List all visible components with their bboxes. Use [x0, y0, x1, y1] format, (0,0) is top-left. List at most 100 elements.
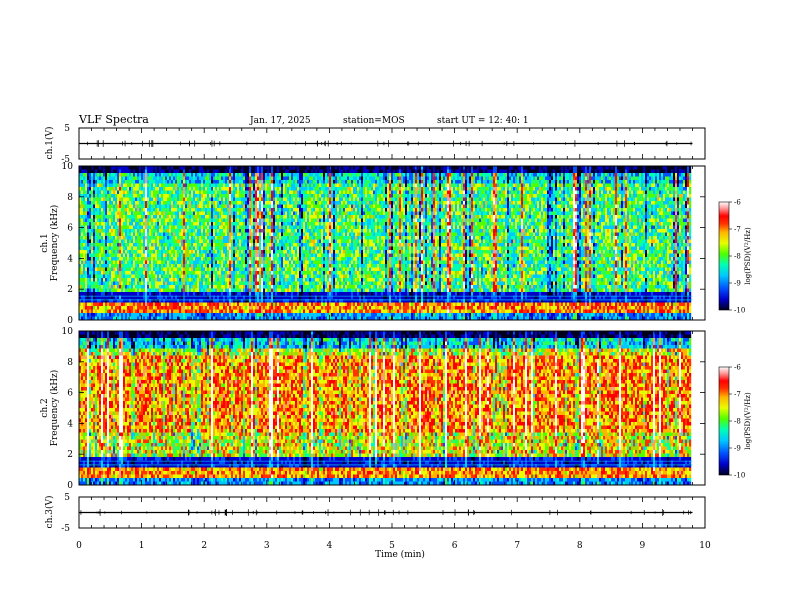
spectrogram-cell: [145, 176, 148, 181]
spectrogram-cell: [179, 306, 182, 310]
spectrogram-cell: [263, 183, 266, 188]
spectrogram-cell: [203, 302, 206, 307]
spectrogram-cell: [137, 194, 140, 198]
spectrogram-cell: [187, 250, 190, 254]
spectrogram-cell: [171, 222, 174, 226]
spectrogram-cell: [205, 292, 208, 296]
spectrogram-cell: [239, 183, 242, 188]
spectrogram-cell: [125, 306, 128, 310]
spectrogram-cell: [189, 271, 192, 275]
spectrogram-cell: [97, 274, 100, 279]
spectrogram-cell: [211, 215, 214, 219]
spectrogram-cell: [289, 169, 292, 174]
spectrogram-cell: [271, 180, 274, 184]
spectrogram-cell: [295, 246, 298, 251]
spectrogram-cell: [147, 201, 150, 205]
spectrogram-cell: [247, 288, 250, 293]
spectrogram-cell: [295, 204, 298, 209]
spectrogram-cell: [117, 187, 120, 191]
spectrogram-cell: [205, 281, 208, 286]
spectrogram-cell: [229, 225, 232, 230]
spectrogram-cell: [89, 253, 92, 258]
spectrogram-cell: [89, 215, 92, 219]
spectrogram-cell: [271, 225, 274, 230]
spectrogram-cell: [247, 236, 250, 240]
spectrogram-cell: [231, 222, 234, 226]
spectrogram-cell: [91, 288, 94, 293]
spectrogram-cell: [169, 218, 172, 223]
spectrogram-cell: [237, 281, 240, 286]
spectrogram-cell: [137, 239, 140, 244]
start-time-label: start UT = 12: 40: 1: [437, 116, 529, 126]
spectrogram-cell: [119, 257, 122, 261]
spectrogram-cell: [253, 169, 256, 174]
spectrogram-cell: [155, 222, 158, 226]
spectrogram-cell: [165, 187, 168, 191]
spectrogram-cell: [293, 264, 296, 268]
spectrogram-cell: [95, 316, 98, 321]
spectrogram-cell: [145, 190, 148, 195]
spectrogram-cell: [243, 299, 246, 303]
spectrogram-cell: [175, 222, 178, 226]
spectrogram-cell: [257, 246, 260, 251]
spectrogram-cell: [213, 197, 216, 202]
spectrogram-cell: [279, 292, 282, 296]
spectrogram-cell: [87, 204, 90, 209]
spectrogram-cell: [241, 236, 244, 240]
spectrogram-cell: [271, 281, 274, 286]
spectrogram-cell: [85, 222, 88, 226]
spectrogram-cell: [183, 246, 186, 251]
spectrogram-cell: [103, 250, 106, 254]
spectrogram-cell: [249, 183, 252, 188]
spectrogram-cell: [147, 166, 150, 170]
spectrogram-cell: [289, 313, 292, 317]
spectrogram-cell: [131, 225, 134, 230]
spectrogram-cell: [203, 208, 206, 212]
spectrogram-cell: [271, 208, 274, 212]
spectrogram-cell: [169, 236, 172, 240]
spectrogram-cell: [167, 264, 170, 268]
spectrogram-cell: [153, 183, 156, 188]
spectrogram-cell: [269, 215, 272, 219]
spectrogram-cell: [117, 316, 120, 321]
spectrogram-cell: [95, 260, 98, 265]
spectrogram-cell: [111, 222, 114, 226]
spectrogram-cell: [135, 257, 138, 261]
spectrogram-cell: [287, 243, 290, 247]
spectrogram-cell: [301, 187, 304, 191]
spectrogram-cell: [137, 267, 140, 272]
spectrogram-cell: [281, 229, 284, 233]
spectrogram-cell: [87, 201, 90, 205]
spectrogram-cell: [299, 190, 302, 195]
spectrogram-cell: [121, 302, 124, 307]
spectrogram-cell: [191, 190, 194, 195]
spectrogram-cell: [265, 278, 268, 282]
spectrogram-cell: [113, 229, 116, 233]
spectrogram-cell: [225, 201, 228, 205]
spectrogram-cell: [87, 288, 90, 293]
spectrogram-cell: [265, 292, 268, 296]
spectrogram-cell: [205, 208, 208, 212]
spectrogram-cell: [295, 218, 298, 223]
spectrogram-cell: [233, 257, 236, 261]
spectrogram-cell: [277, 183, 280, 188]
spectrogram-cell: [155, 215, 158, 219]
spectrogram-cell: [117, 302, 120, 307]
spectrogram-cell: [253, 309, 256, 314]
spectrogram-cell: [127, 194, 130, 198]
spectrogram-cell: [155, 264, 158, 268]
spectrogram-cell: [233, 243, 236, 247]
spectrogram-cell: [121, 309, 124, 314]
spectrogram-cell: [99, 285, 102, 289]
spectrogram-cell: [131, 173, 134, 177]
spectrogram-cell: [223, 243, 226, 247]
spectrogram-cell: [247, 239, 250, 244]
spectrogram-cell: [193, 313, 196, 317]
spectrogram-cell: [163, 302, 166, 307]
spectrogram-cell: [251, 239, 254, 244]
spectrogram-cell: [227, 229, 230, 233]
spectrogram-cell: [215, 306, 218, 310]
spectrogram-cell: [251, 302, 254, 307]
spectrogram-cell: [153, 197, 156, 202]
spectrogram-cell: [201, 281, 204, 286]
